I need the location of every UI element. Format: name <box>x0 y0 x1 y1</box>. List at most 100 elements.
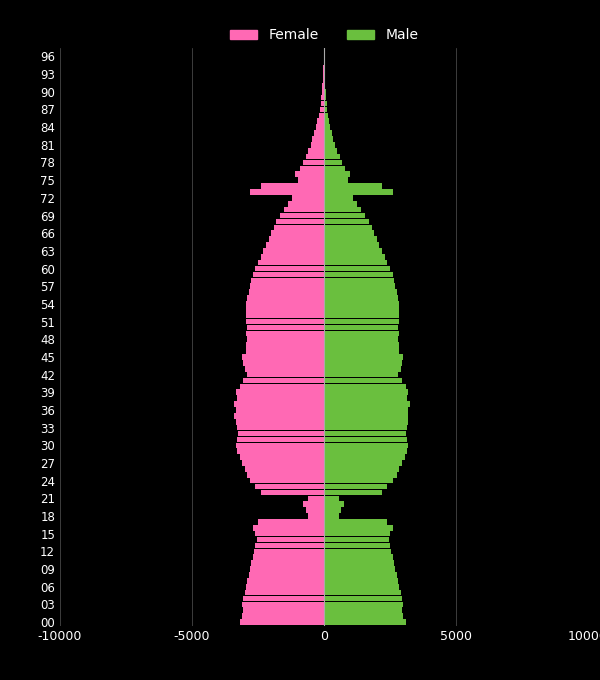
Bar <box>324 148 337 154</box>
Bar <box>234 413 324 419</box>
Bar <box>324 277 394 283</box>
Bar <box>324 572 397 578</box>
Bar <box>324 83 325 88</box>
Bar <box>324 437 407 442</box>
Bar <box>244 596 324 601</box>
Bar <box>320 101 324 106</box>
Bar <box>324 401 410 407</box>
Bar <box>324 519 388 525</box>
Bar <box>246 313 324 318</box>
Bar <box>324 107 328 112</box>
Bar <box>245 466 324 472</box>
Bar <box>324 619 406 625</box>
Bar <box>239 454 324 460</box>
Bar <box>324 218 369 224</box>
Bar <box>322 95 324 101</box>
Bar <box>324 501 344 507</box>
Bar <box>324 478 392 483</box>
Bar <box>246 301 324 307</box>
Bar <box>319 113 324 118</box>
Bar <box>236 407 324 413</box>
Bar <box>236 443 324 448</box>
Bar <box>324 301 399 307</box>
Bar <box>237 437 324 442</box>
Bar <box>242 460 324 466</box>
Bar <box>324 384 406 389</box>
Bar <box>253 525 324 530</box>
Bar <box>324 284 395 289</box>
Bar <box>324 324 398 330</box>
Bar <box>324 590 401 596</box>
Bar <box>253 271 324 277</box>
Bar <box>274 224 324 230</box>
Bar <box>237 448 324 454</box>
Bar <box>308 148 324 154</box>
Bar <box>324 154 340 159</box>
Bar <box>324 171 350 177</box>
Bar <box>323 65 324 71</box>
Bar <box>305 154 324 159</box>
Bar <box>245 590 324 596</box>
Bar <box>324 195 353 201</box>
Bar <box>324 483 388 490</box>
Bar <box>324 289 397 295</box>
Bar <box>234 401 324 407</box>
Bar <box>324 236 377 242</box>
Bar <box>324 584 399 590</box>
Legend: Female, Male: Female, Male <box>224 22 424 48</box>
Bar <box>324 543 390 548</box>
Bar <box>324 189 392 194</box>
Bar <box>247 337 324 342</box>
Bar <box>246 348 324 354</box>
Bar <box>324 578 398 583</box>
Bar <box>324 472 397 477</box>
Bar <box>308 496 324 501</box>
Bar <box>308 513 324 519</box>
Bar <box>324 596 402 601</box>
Bar <box>324 549 391 554</box>
Bar <box>324 537 389 543</box>
Bar <box>324 466 399 472</box>
Bar <box>305 507 324 513</box>
Bar <box>258 260 324 265</box>
Bar <box>324 377 402 384</box>
Bar <box>239 384 324 389</box>
Bar <box>323 71 324 77</box>
Bar <box>324 136 333 141</box>
Bar <box>249 289 324 295</box>
Bar <box>324 224 371 230</box>
Bar <box>237 425 324 430</box>
Bar <box>263 248 324 254</box>
Bar <box>271 231 324 236</box>
Bar <box>323 78 324 83</box>
Bar <box>320 107 324 112</box>
Bar <box>324 71 325 77</box>
Bar <box>277 218 324 224</box>
Bar <box>324 390 409 395</box>
Bar <box>324 160 343 165</box>
Bar <box>311 142 324 148</box>
Bar <box>303 501 324 507</box>
Bar <box>324 271 392 277</box>
Bar <box>246 319 324 324</box>
Bar <box>269 236 324 242</box>
Bar <box>260 254 324 260</box>
Bar <box>324 201 357 207</box>
Bar <box>324 213 365 218</box>
Bar <box>250 284 324 289</box>
Bar <box>324 560 394 566</box>
Bar <box>250 566 324 572</box>
Bar <box>246 342 324 348</box>
Bar <box>324 395 407 401</box>
Bar <box>295 171 324 177</box>
Bar <box>324 366 401 371</box>
Bar <box>324 254 385 260</box>
Bar <box>246 307 324 313</box>
Bar <box>244 607 324 613</box>
Bar <box>324 295 398 301</box>
Bar <box>324 307 399 313</box>
Bar <box>324 207 361 212</box>
Bar <box>250 189 324 194</box>
Bar <box>239 619 324 625</box>
Bar <box>253 554 324 560</box>
